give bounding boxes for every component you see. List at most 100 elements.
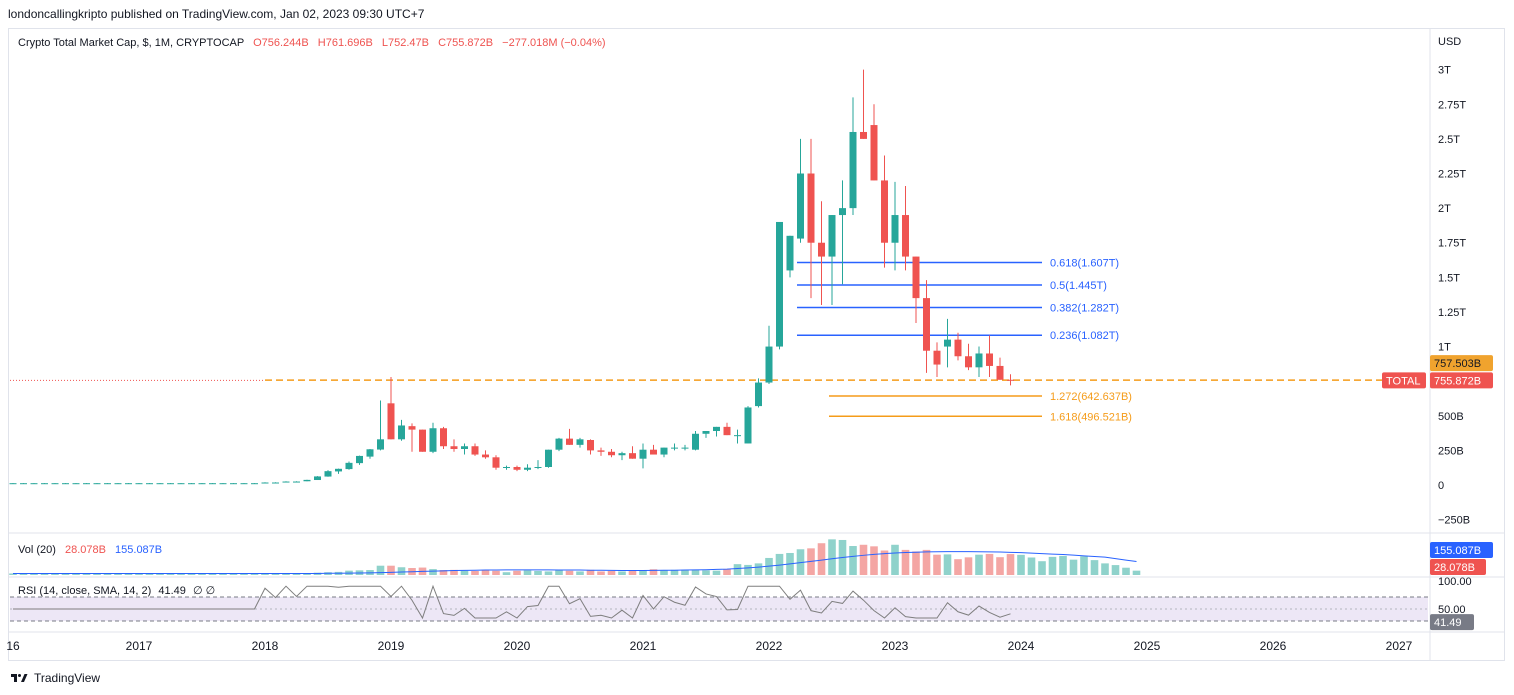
legend-open: O756.244B (253, 37, 309, 49)
volume-bar (208, 573, 217, 575)
legend-close: C755.872B (438, 37, 493, 49)
candle-body (975, 353, 983, 368)
last-price-label: 755.872B (1430, 372, 1493, 389)
candle (912, 256, 920, 324)
candle (398, 419, 405, 441)
legend-high: H761.696B (318, 37, 373, 49)
volume-bar (187, 573, 196, 575)
candle (566, 428, 573, 445)
candle (849, 97, 857, 216)
axis-price-labels: 757.503B TOTAL 755.872B 155.087B 28.078B 41.4… (1382, 355, 1493, 631)
candle-body (272, 482, 279, 484)
volume-bar (828, 539, 836, 575)
volume-bar (450, 569, 458, 575)
candle (629, 446, 636, 459)
candles (9, 69, 1014, 485)
volume-bar (975, 554, 983, 575)
candle-body (282, 481, 290, 483)
fib-retracement-label: 0.5(1.445T) (1050, 280, 1107, 292)
candle (188, 483, 195, 485)
time-tick-label: 2022 (756, 639, 783, 653)
symbol-tag: TOTAL (1382, 372, 1426, 389)
time-tick-label: 2026 (1260, 639, 1287, 653)
candle-body (398, 425, 405, 440)
volume-bar (114, 573, 122, 575)
candle (713, 426, 720, 437)
candle-body (723, 426, 731, 436)
candle-body (755, 382, 762, 407)
volume-bar (649, 569, 658, 575)
candle-body (471, 446, 479, 455)
candle-body (167, 483, 174, 485)
candle (177, 483, 185, 485)
time-tick-label: 2017 (126, 639, 153, 653)
candle-body (345, 462, 353, 470)
candle-body (608, 451, 615, 456)
volume-bar (933, 554, 941, 575)
candle-body (104, 483, 111, 485)
time-tick-label: 2020 (504, 639, 531, 653)
volume-bar (586, 569, 595, 575)
candle (839, 180, 846, 285)
candle (146, 483, 153, 485)
candle (408, 423, 416, 452)
candle-body (933, 350, 941, 365)
price-tick-label: 1T (1438, 342, 1451, 354)
candle (755, 378, 762, 408)
candle-body (734, 435, 741, 437)
candle-body (891, 215, 899, 243)
candle (933, 342, 941, 378)
candle (944, 318, 951, 368)
volume-current-label: 28.078B (1430, 559, 1486, 575)
candle-body (335, 468, 342, 472)
candle-body (93, 483, 101, 485)
price-tick-label: −250B (1438, 515, 1470, 527)
fibonacci-levels[interactable]: 0.618(1.607T) 0.5(1.445T) 0.382(1.282T) 0.2… (10, 258, 1426, 424)
candle-body (807, 173, 815, 243)
volume-bar (261, 573, 269, 575)
candle-body (996, 365, 1004, 380)
price-tick-label: 1.75T (1438, 238, 1466, 250)
candle (807, 138, 815, 299)
candle-body (314, 476, 321, 481)
legend-low: L752.47B (382, 37, 429, 49)
candle-body (356, 455, 363, 464)
volume-bar (250, 573, 259, 575)
candle-body (293, 481, 300, 483)
candle-body (660, 447, 668, 455)
candle-body (30, 483, 38, 485)
candle-body (986, 353, 993, 366)
volume-bar (1090, 560, 1099, 575)
fib-extension-label: 1.618(496.521B) (1050, 411, 1132, 423)
candle-body (408, 426, 416, 430)
candle-body (702, 431, 710, 434)
volume-ma-label-text: 155.087B (1434, 545, 1481, 557)
time-tick-label: 2018 (252, 639, 279, 653)
candle (576, 437, 584, 448)
volume-bar (901, 549, 910, 575)
rsi-current-label: 41.49 (1430, 614, 1474, 631)
volume-bar (292, 573, 301, 575)
candle-body (912, 256, 920, 299)
chart-frame (8, 28, 1505, 661)
candle (965, 343, 972, 371)
last-price-label-bg (1430, 372, 1493, 389)
candle (723, 422, 731, 436)
candle (240, 483, 248, 485)
volume-bar (523, 570, 532, 575)
legend-change: −277.018M (−0.04%) (502, 37, 605, 49)
candle (545, 449, 552, 468)
volume-bar (733, 564, 742, 575)
volume-bar (1038, 561, 1046, 575)
candle-body (692, 433, 699, 450)
candle-body (870, 125, 878, 181)
candle (587, 439, 594, 455)
volume-bar (72, 573, 80, 575)
tradingview-brand: TradingView (34, 671, 101, 685)
volume-bar (30, 573, 38, 575)
candle-body (513, 467, 521, 470)
volume-bar (691, 569, 700, 575)
candle (230, 483, 237, 485)
symbol-tag-text: TOTAL (1386, 375, 1420, 387)
